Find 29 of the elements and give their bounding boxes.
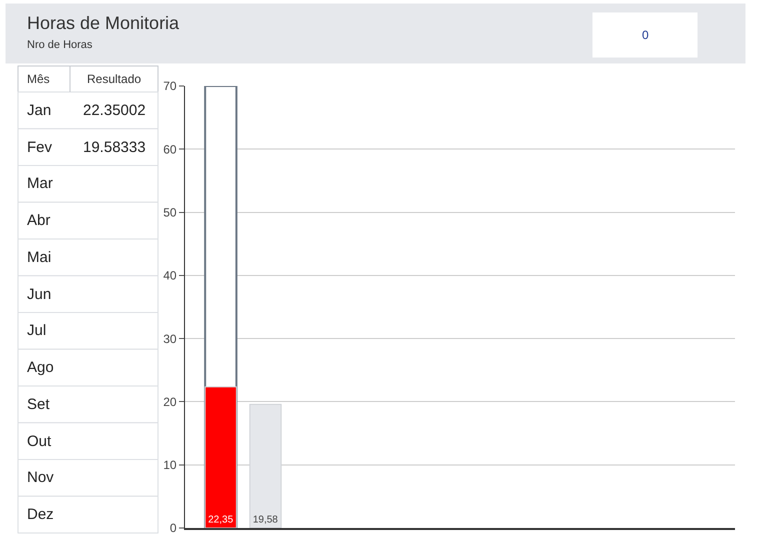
y-tick-label: 40 bbox=[163, 268, 177, 283]
data-label: 19,58 bbox=[252, 514, 278, 526]
category-label: Mai bbox=[27, 249, 52, 266]
text: Mês bbox=[27, 72, 50, 86]
category-label: Fev bbox=[27, 139, 53, 156]
text: Nro de Horas bbox=[27, 39, 93, 51]
category-label: Jan bbox=[27, 102, 52, 119]
category-label: Mar bbox=[27, 175, 53, 192]
category-label: Out bbox=[27, 433, 52, 450]
y-tick-label: 30 bbox=[163, 332, 177, 346]
category-label: Dez bbox=[27, 506, 54, 523]
y-tick-label: 70 bbox=[163, 79, 177, 94]
data-label: 22.35002 bbox=[83, 102, 146, 119]
data-label: 22,35 bbox=[208, 514, 234, 526]
y-tick-label: 60 bbox=[163, 142, 177, 156]
category-label: Set bbox=[27, 396, 50, 413]
y-tick-label: 50 bbox=[163, 205, 177, 220]
category-label: Abr bbox=[27, 212, 50, 229]
text: 0 bbox=[642, 28, 649, 42]
category-label: Ago bbox=[27, 359, 54, 376]
category-label: Jul bbox=[27, 322, 46, 339]
y-tick-label: 20 bbox=[163, 394, 177, 409]
category-label: Nov bbox=[27, 469, 54, 486]
data-label: 19.58333 bbox=[83, 139, 146, 156]
category-label: Jun bbox=[27, 286, 52, 303]
text: Resultado bbox=[87, 72, 142, 86]
y-tick-label: 10 bbox=[163, 458, 177, 472]
y-tick-label: 0 bbox=[170, 521, 177, 536]
text: Horas de Monitoria bbox=[27, 13, 180, 33]
